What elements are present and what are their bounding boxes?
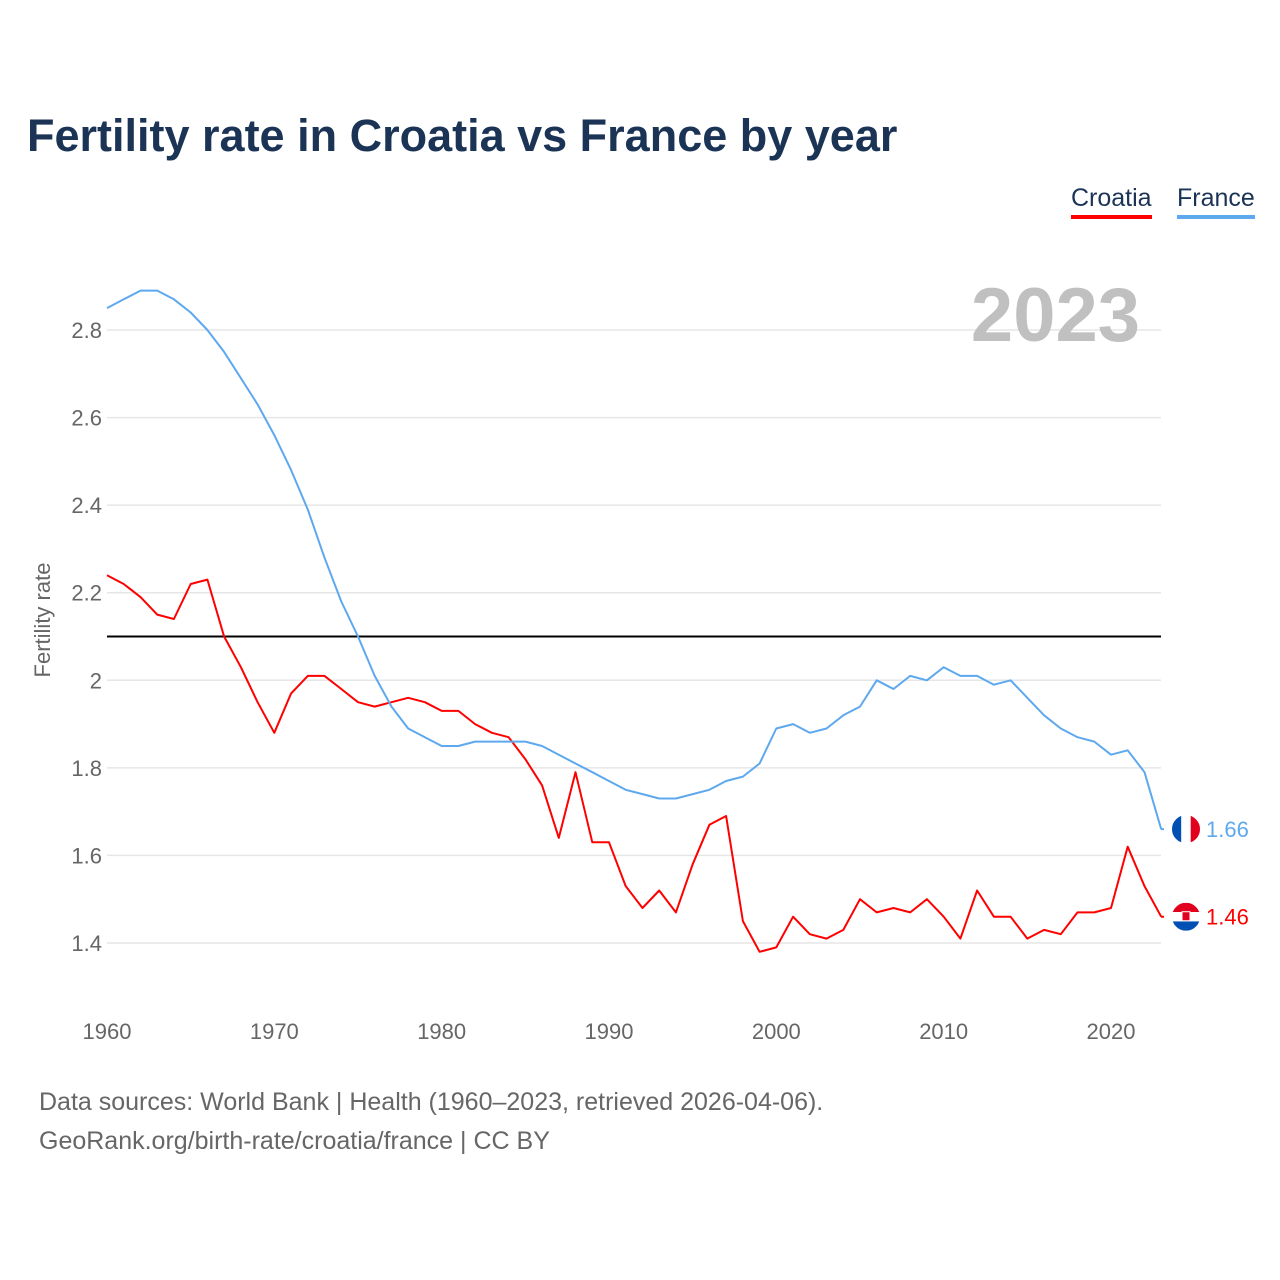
x-tick-label: 1980: [417, 1019, 466, 1044]
croatia-flag-icon: [1172, 921, 1200, 931]
x-tick-label: 2010: [919, 1019, 968, 1044]
x-tick-label: 1970: [250, 1019, 299, 1044]
series-line-croatia: [106, 574, 1163, 953]
y-axis-label: Fertility rate: [30, 563, 55, 678]
legend-france[interactable]: France: [1177, 184, 1255, 219]
y-tick-label: 1.4: [71, 931, 102, 956]
data-sources-text: Data sources: World Bank | Health (1960–…: [39, 1088, 824, 1116]
y-tick-label: 2.8: [71, 318, 102, 343]
attribution-link[interactable]: GeoRank.org/birth-rate/croatia/france | …: [39, 1127, 550, 1155]
series-line-france: [106, 289, 1163, 830]
france-flag-icon: [1190, 815, 1200, 844]
end-value-label-croatia: 1.46: [1206, 905, 1249, 930]
y-tick-label: 2.6: [71, 406, 102, 431]
year-watermark: 2023: [970, 273, 1140, 358]
flag-mask: [1164, 807, 1208, 852]
end-value-label-france: 1.66: [1206, 817, 1249, 842]
x-tick-label: 2000: [752, 1019, 801, 1044]
y-tick-label: 2.2: [71, 581, 102, 606]
chart-title: Fertility rate in Croatia vs France by y…: [27, 110, 898, 161]
legend-croatia[interactable]: Croatia: [1071, 184, 1152, 219]
france-flag-icon: [1181, 815, 1191, 844]
y-tick-label: 1.6: [71, 843, 102, 868]
y-tick-label: 2.4: [71, 493, 102, 518]
croatia-coat-icon: [1181, 911, 1191, 922]
y-tick-label: 2: [90, 668, 102, 693]
x-tick-label: 2020: [1087, 1019, 1136, 1044]
x-tick-label: 1960: [83, 1019, 132, 1044]
france-flag-icon: [1172, 815, 1182, 844]
croatia-flag-icon: [1172, 902, 1200, 913]
y-tick-label: 1.8: [71, 756, 102, 781]
x-tick-label: 1990: [585, 1019, 634, 1044]
flag-mask: [1164, 894, 1208, 939]
